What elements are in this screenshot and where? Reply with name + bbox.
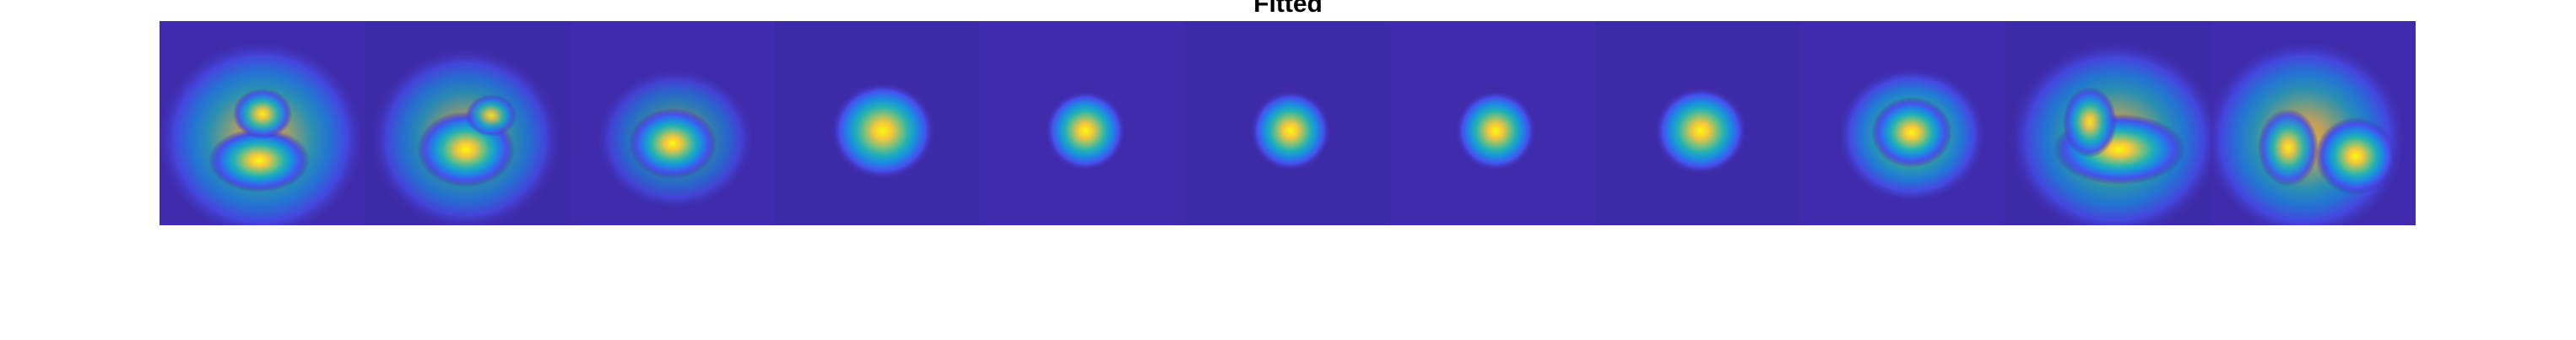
image-tile — [1185, 21, 1390, 225]
figure-title: Fitted — [1253, 0, 1323, 18]
intensity-blob — [2258, 109, 2319, 186]
image-tile — [2005, 21, 2211, 225]
intensity-blob — [233, 89, 292, 139]
image-tile — [365, 21, 570, 225]
image-tile — [570, 21, 775, 225]
intensity-blob — [2063, 87, 2117, 158]
image-tile — [1390, 21, 1595, 225]
image-tile — [775, 21, 980, 225]
image-tile — [160, 21, 365, 225]
intensity-blob — [2315, 117, 2396, 195]
intensity-blob — [1455, 90, 1536, 171]
image-tile — [2211, 21, 2416, 225]
image-tile — [980, 21, 1185, 225]
intensity-blob — [1654, 87, 1747, 175]
intensity-blob — [208, 128, 310, 192]
intensity-blob — [466, 94, 517, 137]
intensity-blob — [1045, 90, 1126, 171]
image-tile — [1800, 21, 2005, 225]
intensity-blob — [831, 82, 935, 180]
intensity-blob — [629, 108, 717, 179]
image-tile — [1595, 21, 1800, 225]
intensity-blob — [1871, 97, 1952, 168]
intensity-blob — [1250, 90, 1331, 171]
